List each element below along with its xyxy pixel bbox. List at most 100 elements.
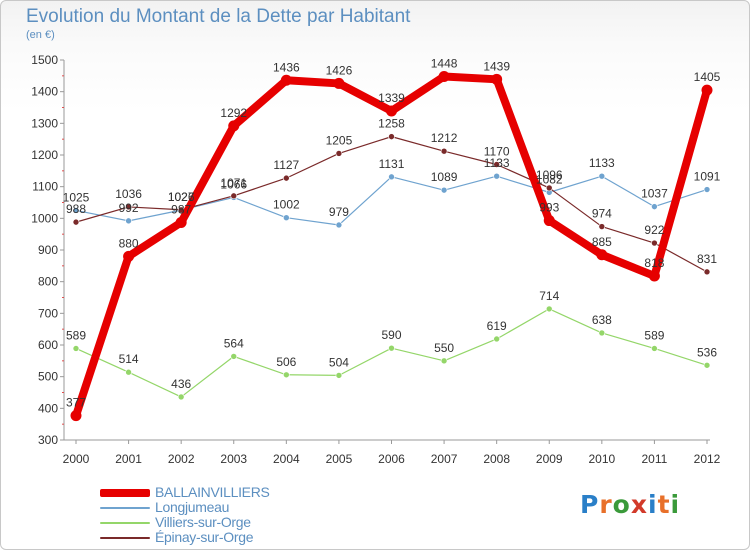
data-point [177,393,185,401]
legend-item: BALLAINVILLIERS [100,485,270,500]
data-label: 377 [66,396,86,410]
data-label: 1002 [273,198,300,212]
logo-letter: r [599,490,613,519]
data-label: 1439 [483,59,510,73]
y-tick-label: 400 [38,401,58,415]
data-label: 1292 [220,106,247,120]
proxiti-logo: Proxiti [580,490,680,519]
data-point [335,221,343,229]
data-label: 1212 [431,131,458,145]
data-label: 1071 [220,176,247,190]
data-point [493,161,500,168]
logo-letter: i [648,490,658,519]
logo-letter: t [657,490,671,519]
data-point [335,372,343,379]
data-label: 506 [276,355,296,369]
data-point [703,186,711,193]
data-point [123,250,135,262]
data-label: 1133 [589,156,615,170]
data-label: 922 [644,223,664,237]
data-point [543,215,555,227]
data-point [72,218,80,226]
data-point [598,329,606,337]
data-label: 818 [644,256,664,270]
data-label: 1096 [536,168,563,182]
data-label: 1026 [168,190,195,204]
x-tick-label: 2008 [483,452,510,466]
logo-letter: i [670,490,681,519]
data-label: 1405 [694,70,721,84]
y-tick-label: 1400 [31,85,58,99]
data-point [125,203,132,211]
legend-swatch [100,506,150,509]
x-tick-label: 2006 [378,452,405,466]
data-point [283,174,290,182]
data-point [491,73,503,85]
data-point [283,214,290,221]
y-tick-label: 500 [38,370,58,384]
chart-title: Evolution du Montant de la Dette par Hab… [26,6,411,27]
logo-letter: o [612,490,631,519]
data-point [651,239,658,247]
y-tick-label: 900 [38,243,58,257]
data-point [228,120,240,132]
data-label: 1025 [63,190,90,204]
data-point [651,203,658,210]
logo-letter: x [630,490,648,519]
x-tick-label: 2009 [536,452,563,466]
x-tick-label: 2005 [326,452,353,466]
data-point [230,192,238,200]
data-label: 564 [224,336,244,350]
data-label: 550 [434,341,454,355]
data-label: 1339 [378,91,405,105]
legend: BALLAINVILLIERS Longjumeau Villiers-sur-Or… [100,485,270,545]
data-label: 1133 [484,156,510,170]
y-tick-label: 300 [38,433,58,447]
data-label: 880 [119,236,139,250]
data-point [703,361,711,369]
data-label: 589 [644,328,664,342]
data-label: 988 [66,202,86,216]
data-label: 987 [171,202,191,216]
legend-item: Villiers-sur-Orge [100,515,270,530]
data-label: 1258 [378,117,405,131]
legend-label: Longjumeau [155,499,230,515]
data-label: 436 [171,377,191,391]
x-tick-label: 2002 [168,452,195,466]
data-label: 1091 [694,170,721,184]
x-tick-label: 2000 [63,452,90,466]
x-tick-label: 2003 [220,452,247,466]
data-point [388,133,395,140]
data-label: 536 [697,345,717,359]
data-label: 885 [592,235,612,249]
data-label: 714 [539,289,559,303]
legend-label: Épinay-sur-Orge [155,529,254,545]
data-point [72,207,80,214]
x-tick-label: 2011 [642,452,668,466]
data-point [596,249,608,261]
data-point [72,345,80,352]
legend-swatch [100,536,150,539]
data-label: 514 [119,352,139,366]
data-label: 993 [539,201,559,215]
legend-swatch [100,521,150,524]
data-point [651,345,658,352]
legend-label: BALLAINVILLIERS [155,484,270,500]
data-label: 979 [329,205,349,219]
y-tick-label: 800 [38,275,58,289]
legend-swatch [100,488,150,497]
data-point [70,410,82,422]
data-point [545,305,553,313]
data-point [280,74,292,86]
x-tick-label: 2010 [588,452,615,466]
data-label: 590 [381,328,401,342]
data-label: 974 [592,207,612,221]
legend-label: Villiers-sur-Orge [155,514,251,530]
data-label: 1036 [115,187,142,201]
data-point [598,172,606,180]
data-point [333,77,345,89]
data-point [440,147,448,155]
data-label: 1066 [220,177,247,191]
data-label: 1170 [484,145,510,159]
